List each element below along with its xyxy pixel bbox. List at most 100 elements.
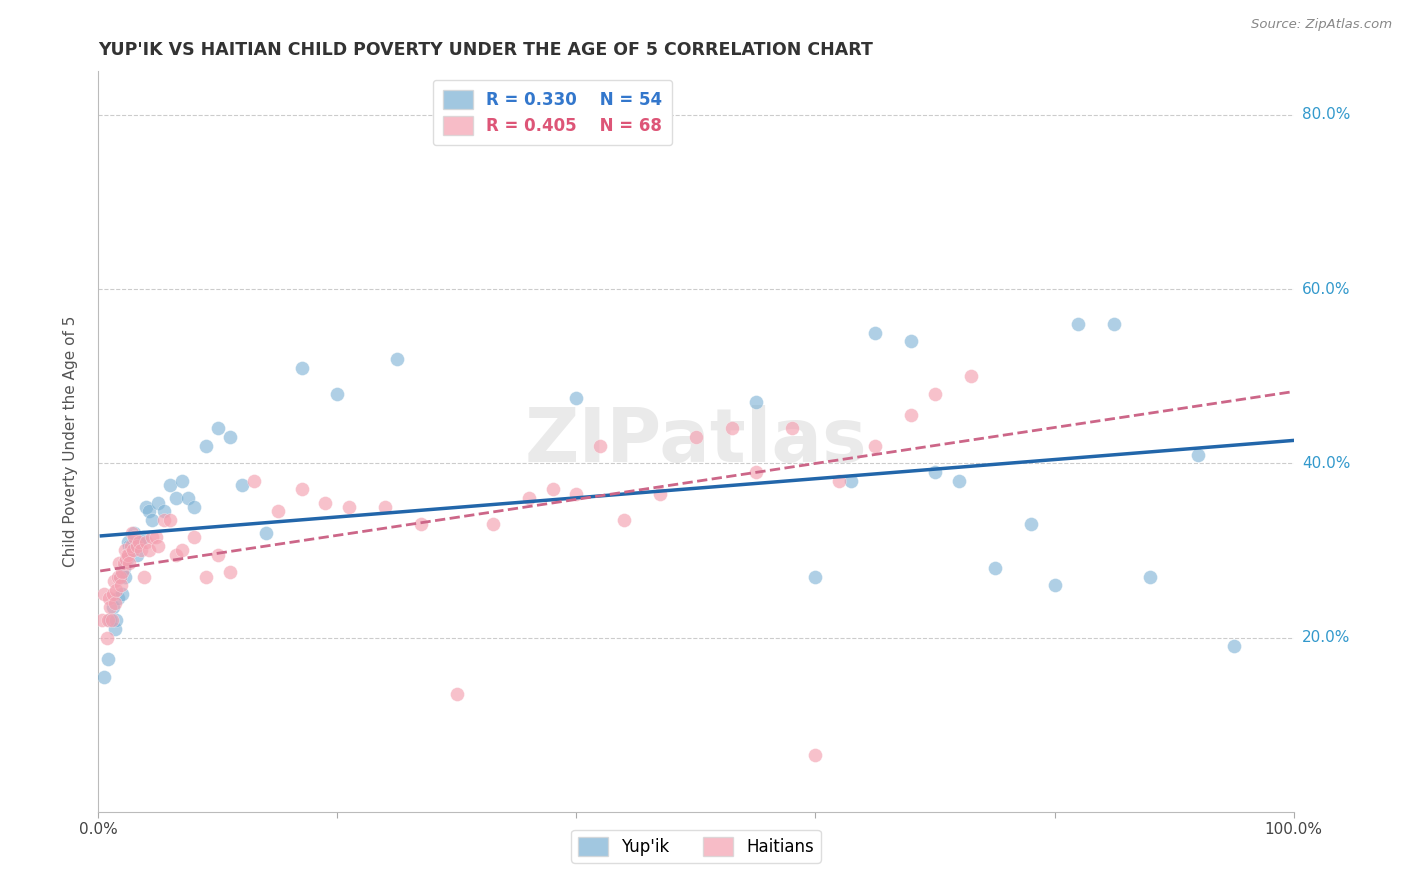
Point bbox=[124, 526, 146, 541]
Point bbox=[172, 543, 194, 558]
Point bbox=[108, 569, 131, 583]
Point bbox=[159, 513, 181, 527]
Point bbox=[129, 534, 152, 549]
Point bbox=[254, 526, 277, 541]
Point bbox=[172, 474, 194, 488]
Point bbox=[131, 543, 153, 558]
Point bbox=[219, 430, 242, 444]
Point bbox=[121, 526, 143, 541]
Point bbox=[267, 504, 290, 518]
Point bbox=[177, 491, 200, 505]
Point bbox=[128, 534, 150, 549]
Text: ZIPatlas: ZIPatlas bbox=[524, 405, 868, 478]
Point bbox=[110, 578, 132, 592]
Point bbox=[195, 439, 218, 453]
Point bbox=[120, 539, 142, 553]
Point bbox=[481, 517, 505, 532]
Point bbox=[112, 557, 135, 571]
Point bbox=[115, 548, 138, 562]
Point bbox=[101, 587, 124, 601]
Point bbox=[118, 557, 141, 571]
Point bbox=[107, 591, 129, 606]
Point bbox=[411, 517, 433, 532]
Point bbox=[141, 513, 163, 527]
Point bbox=[1223, 639, 1246, 653]
Point bbox=[122, 543, 145, 558]
Point bbox=[195, 569, 218, 583]
Point bbox=[101, 600, 124, 615]
Point bbox=[97, 652, 120, 666]
Point bbox=[207, 421, 229, 435]
Point bbox=[153, 513, 176, 527]
Point bbox=[138, 543, 160, 558]
Point bbox=[780, 421, 803, 435]
Point bbox=[685, 430, 707, 444]
Point bbox=[828, 474, 851, 488]
Text: YUP'IK VS HAITIAN CHILD POVERTY UNDER THE AGE OF 5 CORRELATION CHART: YUP'IK VS HAITIAN CHILD POVERTY UNDER TH… bbox=[98, 41, 873, 59]
Point bbox=[145, 530, 167, 544]
Point bbox=[374, 500, 396, 514]
Point bbox=[183, 530, 205, 544]
Point bbox=[648, 487, 672, 501]
Point bbox=[948, 474, 970, 488]
Point bbox=[315, 495, 337, 509]
Point bbox=[112, 561, 135, 575]
Point bbox=[104, 596, 127, 610]
Point bbox=[153, 504, 176, 518]
Point bbox=[98, 600, 122, 615]
Text: 20.0%: 20.0% bbox=[1302, 630, 1350, 645]
Point bbox=[125, 548, 148, 562]
Point bbox=[721, 421, 744, 435]
Point bbox=[1019, 517, 1042, 532]
Point bbox=[96, 631, 118, 645]
Point bbox=[326, 386, 349, 401]
Point bbox=[114, 569, 136, 583]
Point bbox=[159, 478, 181, 492]
Point bbox=[117, 534, 139, 549]
Point bbox=[517, 491, 540, 505]
Point bbox=[131, 530, 153, 544]
Point bbox=[804, 748, 827, 763]
Point bbox=[207, 548, 229, 562]
Point bbox=[115, 552, 138, 566]
Point bbox=[231, 478, 253, 492]
Y-axis label: Child Poverty Under the Age of 5: Child Poverty Under the Age of 5 bbox=[63, 316, 77, 567]
Point bbox=[132, 569, 155, 583]
Point bbox=[291, 483, 314, 497]
Point bbox=[900, 334, 922, 349]
Point bbox=[541, 483, 564, 497]
Point bbox=[339, 500, 361, 514]
Point bbox=[219, 565, 242, 579]
Point bbox=[111, 565, 134, 579]
Point bbox=[108, 569, 131, 583]
Point bbox=[565, 391, 588, 405]
Point bbox=[900, 409, 922, 423]
Point bbox=[114, 543, 136, 558]
Point bbox=[124, 530, 146, 544]
Point bbox=[745, 395, 768, 409]
Point bbox=[1067, 317, 1090, 331]
Point bbox=[148, 495, 170, 509]
Point bbox=[446, 687, 468, 701]
Point bbox=[613, 513, 636, 527]
Point bbox=[115, 552, 138, 566]
Point bbox=[165, 491, 187, 505]
Point bbox=[98, 613, 122, 627]
Point bbox=[97, 613, 120, 627]
Point bbox=[108, 569, 131, 583]
Point bbox=[125, 539, 148, 553]
Point bbox=[103, 574, 125, 588]
Point bbox=[243, 474, 266, 488]
Point bbox=[984, 561, 1007, 575]
Point bbox=[117, 548, 139, 562]
Point bbox=[104, 622, 127, 636]
Point bbox=[385, 351, 409, 366]
Point bbox=[93, 587, 115, 601]
Point bbox=[98, 591, 121, 606]
Legend: Yup'ik, Haitians: Yup'ik, Haitians bbox=[571, 830, 821, 863]
Point bbox=[589, 439, 612, 453]
Point bbox=[107, 569, 129, 583]
Point bbox=[118, 539, 141, 553]
Point bbox=[291, 360, 314, 375]
Text: 40.0%: 40.0% bbox=[1302, 456, 1350, 471]
